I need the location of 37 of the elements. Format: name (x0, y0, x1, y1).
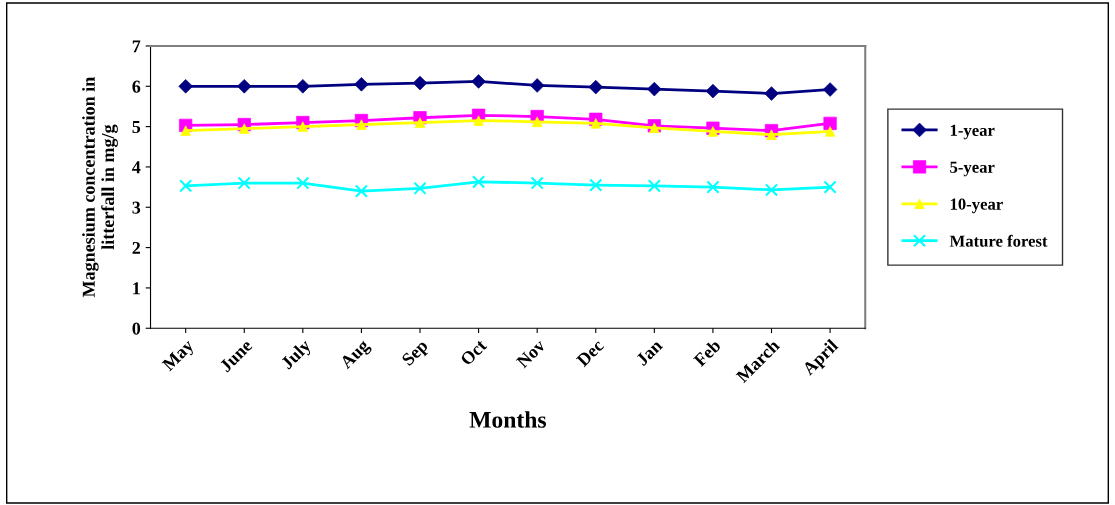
legend-label: 5-year (950, 161, 995, 177)
point (471, 175, 486, 189)
point (413, 181, 427, 195)
y-tick-label: 7 (132, 40, 141, 53)
x-tick-label: Nov (515, 338, 547, 369)
x-tick-label: Dec (575, 338, 605, 368)
point (823, 180, 837, 194)
point (237, 176, 251, 190)
y-tick-label: 5 (132, 121, 141, 134)
point (647, 179, 661, 193)
x-tick-label: Jan (635, 338, 664, 367)
legend-label: 1-year (950, 124, 995, 140)
point (354, 77, 369, 92)
y-tick-label: 2 (132, 241, 141, 254)
legend-label: Mature forest (949, 234, 1048, 247)
x-tick-label: Feb (692, 338, 722, 368)
point (354, 184, 369, 198)
point (589, 178, 603, 192)
y-axis-title: Magnesium concentration in litterfall in mg/g (82, 77, 118, 298)
y-tick-label: 0 (132, 322, 141, 335)
point (529, 78, 545, 93)
x-tick-label: Oct (459, 338, 488, 367)
point (706, 180, 720, 194)
x-tick-label: July (279, 338, 315, 373)
point (764, 183, 779, 197)
legend-label: 10-year (950, 198, 1003, 214)
x-axis-title: Months (469, 411, 547, 428)
point (530, 176, 544, 190)
y-tick-label: 1 (133, 282, 140, 295)
y-tick-label: 3 (132, 201, 141, 214)
point (588, 79, 603, 95)
y-tick-label: 4 (132, 161, 141, 174)
point (296, 176, 310, 190)
x-tick-label: Aug (339, 338, 373, 373)
y-tick-label: 6 (132, 80, 141, 93)
x-tick-label: Sep (401, 338, 432, 369)
point (179, 179, 193, 193)
